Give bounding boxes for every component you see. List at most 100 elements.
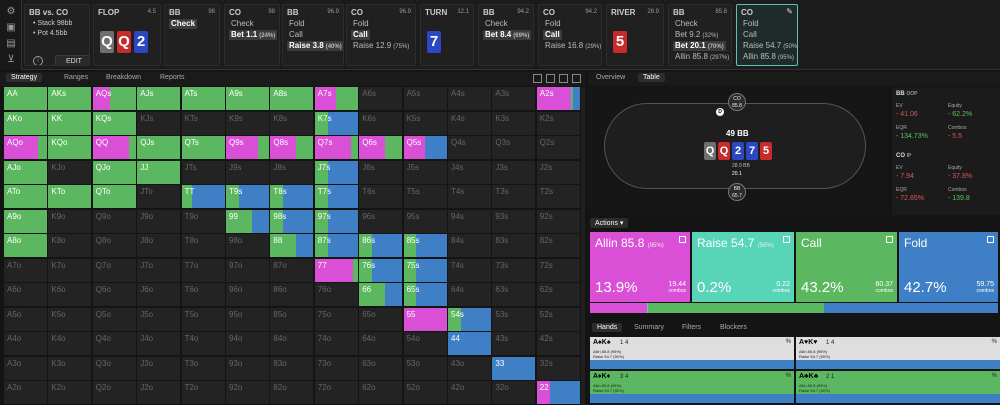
hand-cell-K2o[interactable]: K2o: [48, 381, 93, 405]
hand-cell-86s[interactable]: 86s: [359, 234, 404, 258]
hand-cell-62s[interactable]: 62s: [536, 283, 581, 307]
hand-cell-76s[interactable]: 76s: [359, 258, 404, 283]
action-option[interactable]: Bet 1.1 (24%): [229, 30, 278, 40]
save-icon[interactable]: ▣: [6, 22, 16, 33]
hand-cell-99[interactable]: 99: [226, 209, 270, 234]
hand-cell-J4s[interactable]: J4s: [448, 160, 492, 185]
hand-cell-Q3s[interactable]: Q3s: [492, 136, 537, 160]
action-option[interactable]: Call: [741, 30, 759, 40]
hand-cell-T8s[interactable]: T8s: [270, 185, 315, 209]
view-compact-icon[interactable]: [546, 74, 555, 83]
hand-cell-T2o[interactable]: T2o: [181, 381, 226, 405]
expand-icon[interactable]: [886, 236, 893, 243]
hand-cell-A7o[interactable]: A7o: [4, 258, 48, 283]
street-card-5[interactable]: TURN 12.1 7: [420, 4, 474, 66]
hand-cell-K7s[interactable]: K7s: [314, 111, 359, 136]
hand-cell-75s[interactable]: 75s: [403, 258, 448, 283]
hand-cell-T9s[interactable]: T9s: [226, 185, 270, 209]
hand-cell-K7o[interactable]: K7o: [48, 258, 93, 283]
hand-cell-66[interactable]: 66: [359, 283, 404, 307]
hand-cell-K8o[interactable]: K8o: [48, 234, 93, 258]
hand-cell-75o[interactable]: 75o: [314, 307, 359, 332]
hand-cell-J3s[interactable]: J3s: [492, 160, 537, 185]
hand-cell-K4o[interactable]: K4o: [48, 332, 93, 356]
hand-cell-86o[interactable]: 86o: [270, 283, 315, 307]
action-box-call[interactable]: Call 43.2% 60.37 combos: [796, 232, 897, 302]
hand-cell-83o[interactable]: 83o: [270, 356, 315, 381]
hand-cell-J8s[interactable]: J8s: [270, 160, 315, 185]
tab-hands[interactable]: Hands: [592, 323, 623, 332]
hand-cell-A5o[interactable]: A5o: [4, 307, 48, 332]
hand-cell-65s[interactable]: 65s: [403, 283, 448, 307]
hand-cell-T8o[interactable]: T8o: [181, 234, 226, 258]
hand-cell-82o[interactable]: 82o: [270, 381, 315, 405]
action-option[interactable]: Bet 20.1 (70%): [673, 41, 726, 51]
hand-cell-93o[interactable]: 93o: [226, 356, 270, 381]
hand-cell-53s[interactable]: 53s: [492, 307, 537, 332]
hand-cell-85o[interactable]: 85o: [270, 307, 315, 332]
street-card-1[interactable]: BB 98 Check: [164, 4, 220, 66]
hand-cell-K3s[interactable]: K3s: [492, 111, 537, 136]
action-option[interactable]: Raise 54.7 (50%): [741, 41, 797, 51]
hand-cell-Q6o[interactable]: Q6o: [92, 283, 137, 307]
hand-cell-J5s[interactable]: J5s: [403, 160, 448, 185]
hand-cell-K8s[interactable]: K8s: [270, 111, 315, 136]
hand-cell-QTo[interactable]: QTo: [92, 185, 137, 209]
hand-cell-77[interactable]: 77: [314, 258, 359, 283]
hand-cell-J4o[interactable]: J4o: [137, 332, 182, 356]
hand-cell-82s[interactable]: 82s: [536, 234, 581, 258]
hand-cell-74o[interactable]: 74o: [314, 332, 359, 356]
hand-cell-T5s[interactable]: T5s: [403, 185, 448, 209]
hand-cell-32s[interactable]: 32s: [536, 356, 581, 381]
hand-cell-A4s[interactable]: A4s: [448, 87, 492, 111]
hand-cell-84o[interactable]: 84o: [270, 332, 315, 356]
hand-cell-94o[interactable]: 94o: [226, 332, 270, 356]
tab-reports[interactable]: Reports: [160, 74, 185, 81]
hand-cell-K2s[interactable]: K2s: [536, 111, 581, 136]
hand-cell-83s[interactable]: 83s: [492, 234, 537, 258]
hand-cell-J6s[interactable]: J6s: [359, 160, 404, 185]
hand-cell-K6s[interactable]: K6s: [359, 111, 404, 136]
expand-icon[interactable]: [783, 236, 790, 243]
hand-cell-62o[interactable]: 62o: [359, 381, 404, 405]
hand-cell-QQ[interactable]: QQ: [92, 136, 137, 160]
matchup-card[interactable]: BB vs. CO • Stack 98bb • Pot 4.5bb i EDI…: [24, 4, 90, 66]
hand-cell-T4s[interactable]: T4s: [448, 185, 492, 209]
lock-icon[interactable]: ▤: [6, 38, 16, 49]
hand-cell-JTs[interactable]: JTs: [181, 160, 226, 185]
action-option[interactable]: Bet 8.4 (69%): [483, 30, 532, 40]
hand-cell-KJo[interactable]: KJo: [48, 160, 93, 185]
hand-cell-A9o[interactable]: A9o: [4, 209, 48, 234]
hand-cell-97o[interactable]: 97o: [226, 258, 270, 283]
action-option[interactable]: Call: [543, 30, 562, 40]
gear-icon[interactable]: ⚙: [6, 6, 16, 17]
hand-cell-T6s[interactable]: T6s: [359, 185, 404, 209]
hand-cell-Q4s[interactable]: Q4s: [448, 136, 492, 160]
hand-cell-94s[interactable]: 94s: [448, 209, 492, 234]
action-option[interactable]: Raise 12.9 (75%): [351, 41, 411, 51]
hand-cell-A3s[interactable]: A3s: [492, 87, 537, 111]
hand-cell-74s[interactable]: 74s: [448, 258, 492, 283]
hand-cell-87o[interactable]: 87o: [270, 258, 315, 283]
street-card-6[interactable]: BB 94.2 Check Bet 8.4 (69%): [478, 4, 534, 66]
action-option[interactable]: Call: [351, 30, 370, 40]
hand-cell-95o[interactable]: 95o: [226, 307, 270, 332]
hand-cell-A9s[interactable]: A9s: [226, 87, 270, 111]
hand-cell-J7s[interactable]: J7s: [314, 160, 359, 185]
hand-cell-96s[interactable]: 96s: [359, 209, 404, 234]
action-option[interactable]: Allin 85.8 (95%): [741, 52, 796, 62]
hand-cell-A3o[interactable]: A3o: [4, 356, 48, 381]
view-split-icon[interactable]: [533, 74, 542, 83]
hand-cell-93s[interactable]: 93s: [492, 209, 537, 234]
street-card-7[interactable]: CO 94.2 Fold Call Raise 16.8 (29%): [538, 4, 602, 66]
hand-cell-52s[interactable]: 52s: [536, 307, 581, 332]
hand-cell-T9o[interactable]: T9o: [181, 209, 226, 234]
hand-cell-KTs[interactable]: KTs: [181, 111, 226, 136]
actions-dropdown[interactable]: Actions ▾: [590, 218, 629, 228]
hand-cell-A6o[interactable]: A6o: [4, 283, 48, 307]
hand-cell-22[interactable]: 22: [536, 381, 581, 405]
hand-cell-T2s[interactable]: T2s: [536, 185, 581, 209]
hand-cell-95s[interactable]: 95s: [403, 209, 448, 234]
hand-cell-Q7o[interactable]: Q7o: [92, 258, 137, 283]
